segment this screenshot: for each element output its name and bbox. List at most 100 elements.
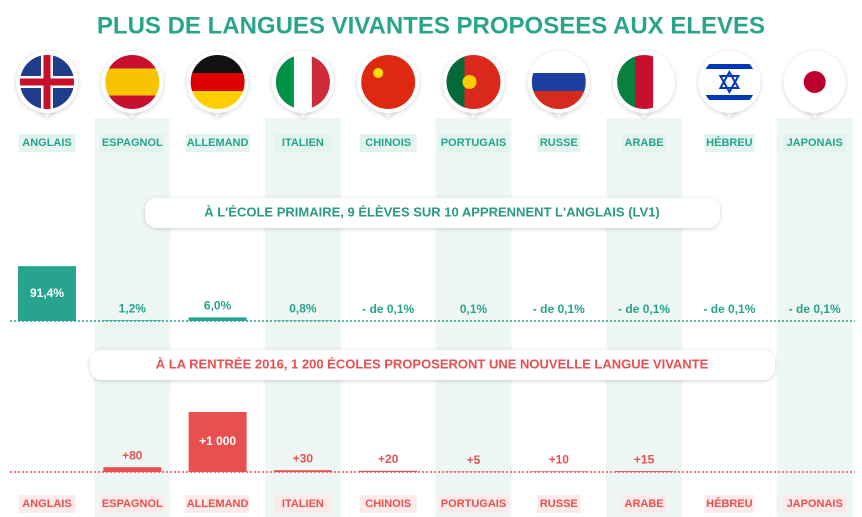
flag-stripe xyxy=(531,91,586,109)
banner xyxy=(145,198,720,228)
flag xyxy=(361,55,416,109)
flag-stripe xyxy=(190,91,245,109)
flag-detail xyxy=(803,71,826,93)
label-box xyxy=(782,495,847,513)
value-label: +20 xyxy=(378,452,399,466)
label-box xyxy=(438,495,509,513)
flag-stripe xyxy=(190,55,245,74)
flag xyxy=(787,55,842,109)
banner xyxy=(90,350,775,380)
column-stripe xyxy=(435,118,512,517)
category-label: CHINOIS xyxy=(365,498,411,510)
label-box xyxy=(704,134,755,152)
chart-title: À L'ÉCOLE PRIMAIRE, 9 ÉLÈVES SUR 10 APPR… xyxy=(204,204,659,219)
category-label: JAPONAIS xyxy=(787,137,843,149)
category-label: ITALIEN xyxy=(282,137,324,149)
flag-stripe xyxy=(635,55,654,109)
value-label: +80 xyxy=(122,448,143,462)
flag-detail xyxy=(718,69,741,95)
flag xyxy=(702,55,757,109)
chart-title: À LA RENTRÉE 2016, 1 200 ÉCOLES PROPOSER… xyxy=(156,356,709,371)
flag-detail xyxy=(702,95,757,100)
column-stripe xyxy=(606,118,683,517)
label-box xyxy=(622,495,666,513)
value-label: - de 0,1% xyxy=(789,302,841,316)
flag-detail xyxy=(462,75,477,89)
category-label: JAPONAIS xyxy=(787,498,843,510)
bar xyxy=(188,317,247,321)
category-label: PORTUGAIS xyxy=(441,137,506,149)
category-label: ITALIEN xyxy=(282,498,324,510)
value-label: 0,8% xyxy=(289,302,317,316)
flag-stripe xyxy=(653,55,672,109)
bar xyxy=(103,467,162,472)
label-box xyxy=(359,134,417,152)
value-label: - de 0,1% xyxy=(362,302,414,316)
value-label: 1,2% xyxy=(119,301,147,315)
flag-stripe xyxy=(311,55,330,109)
value-label: 91,4% xyxy=(30,286,64,300)
value-label: +10 xyxy=(549,453,570,467)
value-label: +15 xyxy=(634,452,655,466)
flag-detail xyxy=(702,64,757,69)
value-label: - de 0,1% xyxy=(533,302,585,316)
flag-stripe xyxy=(105,68,160,83)
label-box xyxy=(622,134,666,152)
category-label: ARABE xyxy=(625,498,664,510)
label-box xyxy=(100,495,165,513)
flag-stripe xyxy=(361,55,416,109)
label-box xyxy=(537,495,581,513)
flag-stripe xyxy=(293,55,313,109)
label-box xyxy=(359,495,417,513)
bar xyxy=(359,470,418,472)
category-label: ALLEMAND xyxy=(187,137,249,149)
category-label: PORTUGAIS xyxy=(441,498,506,510)
flag xyxy=(20,55,74,109)
label-box xyxy=(18,134,76,152)
bar xyxy=(529,471,588,472)
label-box xyxy=(185,134,250,152)
flag-detail xyxy=(43,55,51,109)
category-label: CHINOIS xyxy=(365,137,411,149)
category-label: RUSSE xyxy=(540,498,578,510)
label-box xyxy=(537,134,581,152)
flag-detail xyxy=(373,68,384,78)
bar xyxy=(18,266,76,321)
column-stripe xyxy=(264,118,341,517)
bar xyxy=(103,320,162,321)
category-label: ESPAGNOL xyxy=(102,498,163,510)
category-label: HÉBREU xyxy=(706,497,753,510)
value-label: - de 0,1% xyxy=(703,302,755,316)
flag-stripe xyxy=(531,55,586,74)
column-stripe xyxy=(94,118,171,517)
label-box xyxy=(18,495,76,513)
flag xyxy=(617,55,672,109)
value-label: +30 xyxy=(293,451,314,465)
bar xyxy=(273,470,332,472)
flag-stripe xyxy=(531,73,586,92)
category-label: RUSSE xyxy=(540,137,578,149)
value-label: 6,0% xyxy=(204,299,232,313)
bar xyxy=(188,412,247,472)
category-label: ANGLAIS xyxy=(22,498,72,510)
category-label: ESPAGNOL xyxy=(102,137,163,149)
column-stripe xyxy=(776,118,853,517)
flag-stripe xyxy=(482,55,501,109)
label-box xyxy=(782,134,847,152)
label-box xyxy=(704,495,755,513)
category-label: ARABE xyxy=(625,137,664,149)
value-label: +1 000 xyxy=(199,434,236,448)
flag-stripe xyxy=(617,55,636,109)
label-box xyxy=(100,134,165,152)
category-label: HÉBREU xyxy=(706,136,753,149)
flag-stripe xyxy=(275,55,295,109)
page-title: PLUS DE LANGUES VIVANTES PROPOSEES AUX E… xyxy=(97,12,765,39)
value-label: +5 xyxy=(467,453,481,467)
flag xyxy=(275,55,330,109)
flag xyxy=(190,55,245,109)
category-label: ALLEMAND xyxy=(187,498,249,510)
flag xyxy=(531,55,586,109)
label-box xyxy=(438,134,509,152)
label-box xyxy=(185,495,250,513)
